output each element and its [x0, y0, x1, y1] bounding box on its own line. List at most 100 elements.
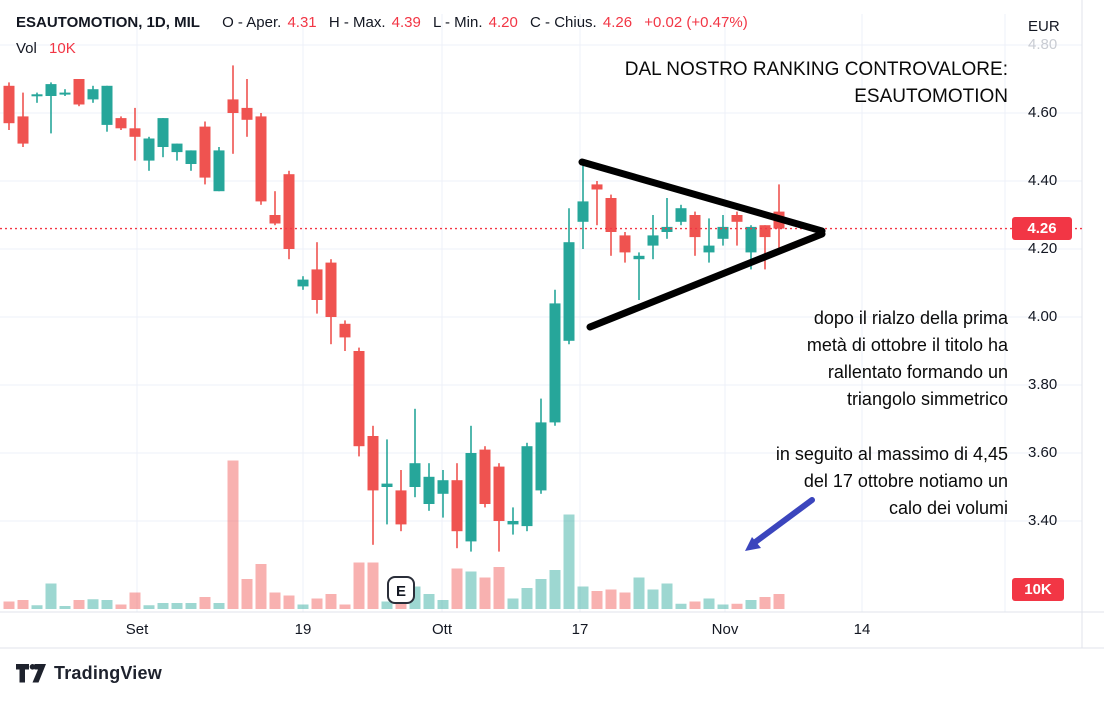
volume-bar — [577, 586, 589, 609]
volume-bar — [129, 592, 141, 609]
candle-body — [367, 436, 379, 491]
triangle-trendline — [586, 230, 826, 331]
volume-bar — [717, 604, 729, 609]
volume-bar — [381, 601, 393, 609]
price-axis[interactable]: EUR 4.26 10K 4.80 4.60 4.40 4.20 4.00 3.80 3.6… — [1010, 0, 1104, 648]
low-value: 4.20 — [488, 14, 518, 31]
time-tick-label: Ott — [431, 621, 453, 638]
symbol-name[interactable]: ESAUTOMOTION, 1D, MIL — [16, 14, 200, 31]
time-tick-label: Set — [125, 621, 149, 638]
volume-bar — [605, 589, 617, 609]
candle-body — [409, 463, 421, 487]
candle-body — [339, 323, 351, 338]
time-tick-label: 17 — [571, 621, 589, 638]
volume-bar — [325, 594, 337, 609]
volume-bar — [143, 605, 155, 609]
volume-bar — [115, 604, 127, 609]
volume-bar — [661, 583, 673, 609]
volume-bar — [731, 603, 743, 609]
volume-bar — [745, 600, 757, 609]
volume-drop-arrow — [751, 497, 815, 546]
candle-body — [493, 466, 505, 521]
candle-body — [521, 446, 533, 527]
volume-bar — [409, 586, 421, 609]
volume-bar — [87, 599, 99, 609]
volume-bar — [367, 562, 379, 609]
symbol-header[interactable]: ESAUTOMOTION, 1D, MIL O - Aper. 4.31 H -… — [16, 14, 748, 31]
triangle-trendline — [578, 158, 826, 235]
candle-body — [129, 128, 141, 137]
volume-bar — [507, 598, 519, 609]
candle-body — [213, 150, 225, 192]
candle-body — [31, 94, 43, 97]
earnings-marker-label: E — [396, 583, 406, 600]
high-label: H - Max. — [328, 14, 386, 31]
volume-bar — [437, 600, 449, 609]
candle-body — [143, 138, 155, 161]
candle-body — [353, 351, 365, 447]
volume-bar — [255, 564, 267, 609]
candle-body — [535, 422, 547, 491]
volume-bar — [535, 579, 547, 609]
candle-body — [451, 480, 463, 532]
volume-bar — [199, 597, 211, 609]
close-value: 4.26 — [602, 14, 633, 31]
volume-bar — [773, 594, 785, 609]
volume-bar — [479, 577, 491, 609]
volume-bar — [339, 604, 351, 609]
candle-body — [87, 89, 99, 100]
candle-body — [437, 480, 449, 494]
volume-bar — [171, 603, 183, 609]
candle-body — [381, 483, 393, 487]
candle-body — [661, 226, 673, 232]
volume-bar — [311, 598, 323, 609]
price-tick-label: 3.80 — [1028, 376, 1058, 393]
candle-body — [157, 118, 169, 147]
volume-bar — [157, 603, 169, 609]
volume-bar — [633, 577, 645, 609]
time-tick-label: Nov — [711, 621, 739, 638]
price-tick-label: 4.20 — [1028, 240, 1058, 257]
volume-indicator-header[interactable]: Vol 10K — [16, 40, 76, 57]
candle-body — [395, 490, 407, 525]
volume-bar — [31, 605, 43, 609]
volume-bar — [283, 595, 295, 609]
volume-bar — [213, 603, 225, 609]
time-axis[interactable]: Set 19 Ott 17 Nov 14 — [0, 612, 1104, 648]
volume-bar — [3, 601, 15, 609]
candle-body — [577, 201, 589, 222]
volume-bar — [619, 592, 631, 609]
candle-body — [563, 242, 575, 341]
candle-body — [101, 85, 113, 125]
volume-bar — [185, 603, 197, 609]
candle-body — [241, 107, 253, 120]
candle-body — [45, 84, 57, 96]
candle-body — [115, 118, 127, 129]
candle-body — [689, 215, 701, 238]
volume-bar — [465, 571, 477, 609]
volume-bar — [563, 514, 575, 609]
candle-body — [311, 269, 323, 300]
high-value: 4.39 — [391, 14, 421, 31]
volume-bar — [759, 597, 771, 609]
time-tick-label: 19 — [294, 621, 312, 638]
volume-bar — [521, 588, 533, 609]
volume-bar — [675, 603, 687, 609]
volume-bar — [73, 600, 85, 609]
time-tick-label: 14 — [853, 621, 871, 638]
candle-body — [255, 116, 267, 202]
tradingview-logo[interactable]: TradingView — [16, 663, 162, 684]
annotation-triangle-note: dopo il rialzo della prima metà di ottob… — [806, 308, 1008, 409]
candle-body — [731, 215, 743, 222]
price-tick-label: 4.60 — [1028, 104, 1058, 121]
volume-bar — [591, 591, 603, 609]
candle-body — [647, 235, 659, 246]
change-value: +0.02 (+0.47%) — [644, 14, 748, 31]
volume-bar — [703, 598, 715, 609]
candle-body — [283, 174, 295, 249]
annotation-volume-note: in seguito al massimo di 4,45 del 17 ott… — [775, 444, 1008, 518]
candle-body — [745, 226, 757, 253]
last-volume-badge: 10K — [1012, 578, 1064, 601]
